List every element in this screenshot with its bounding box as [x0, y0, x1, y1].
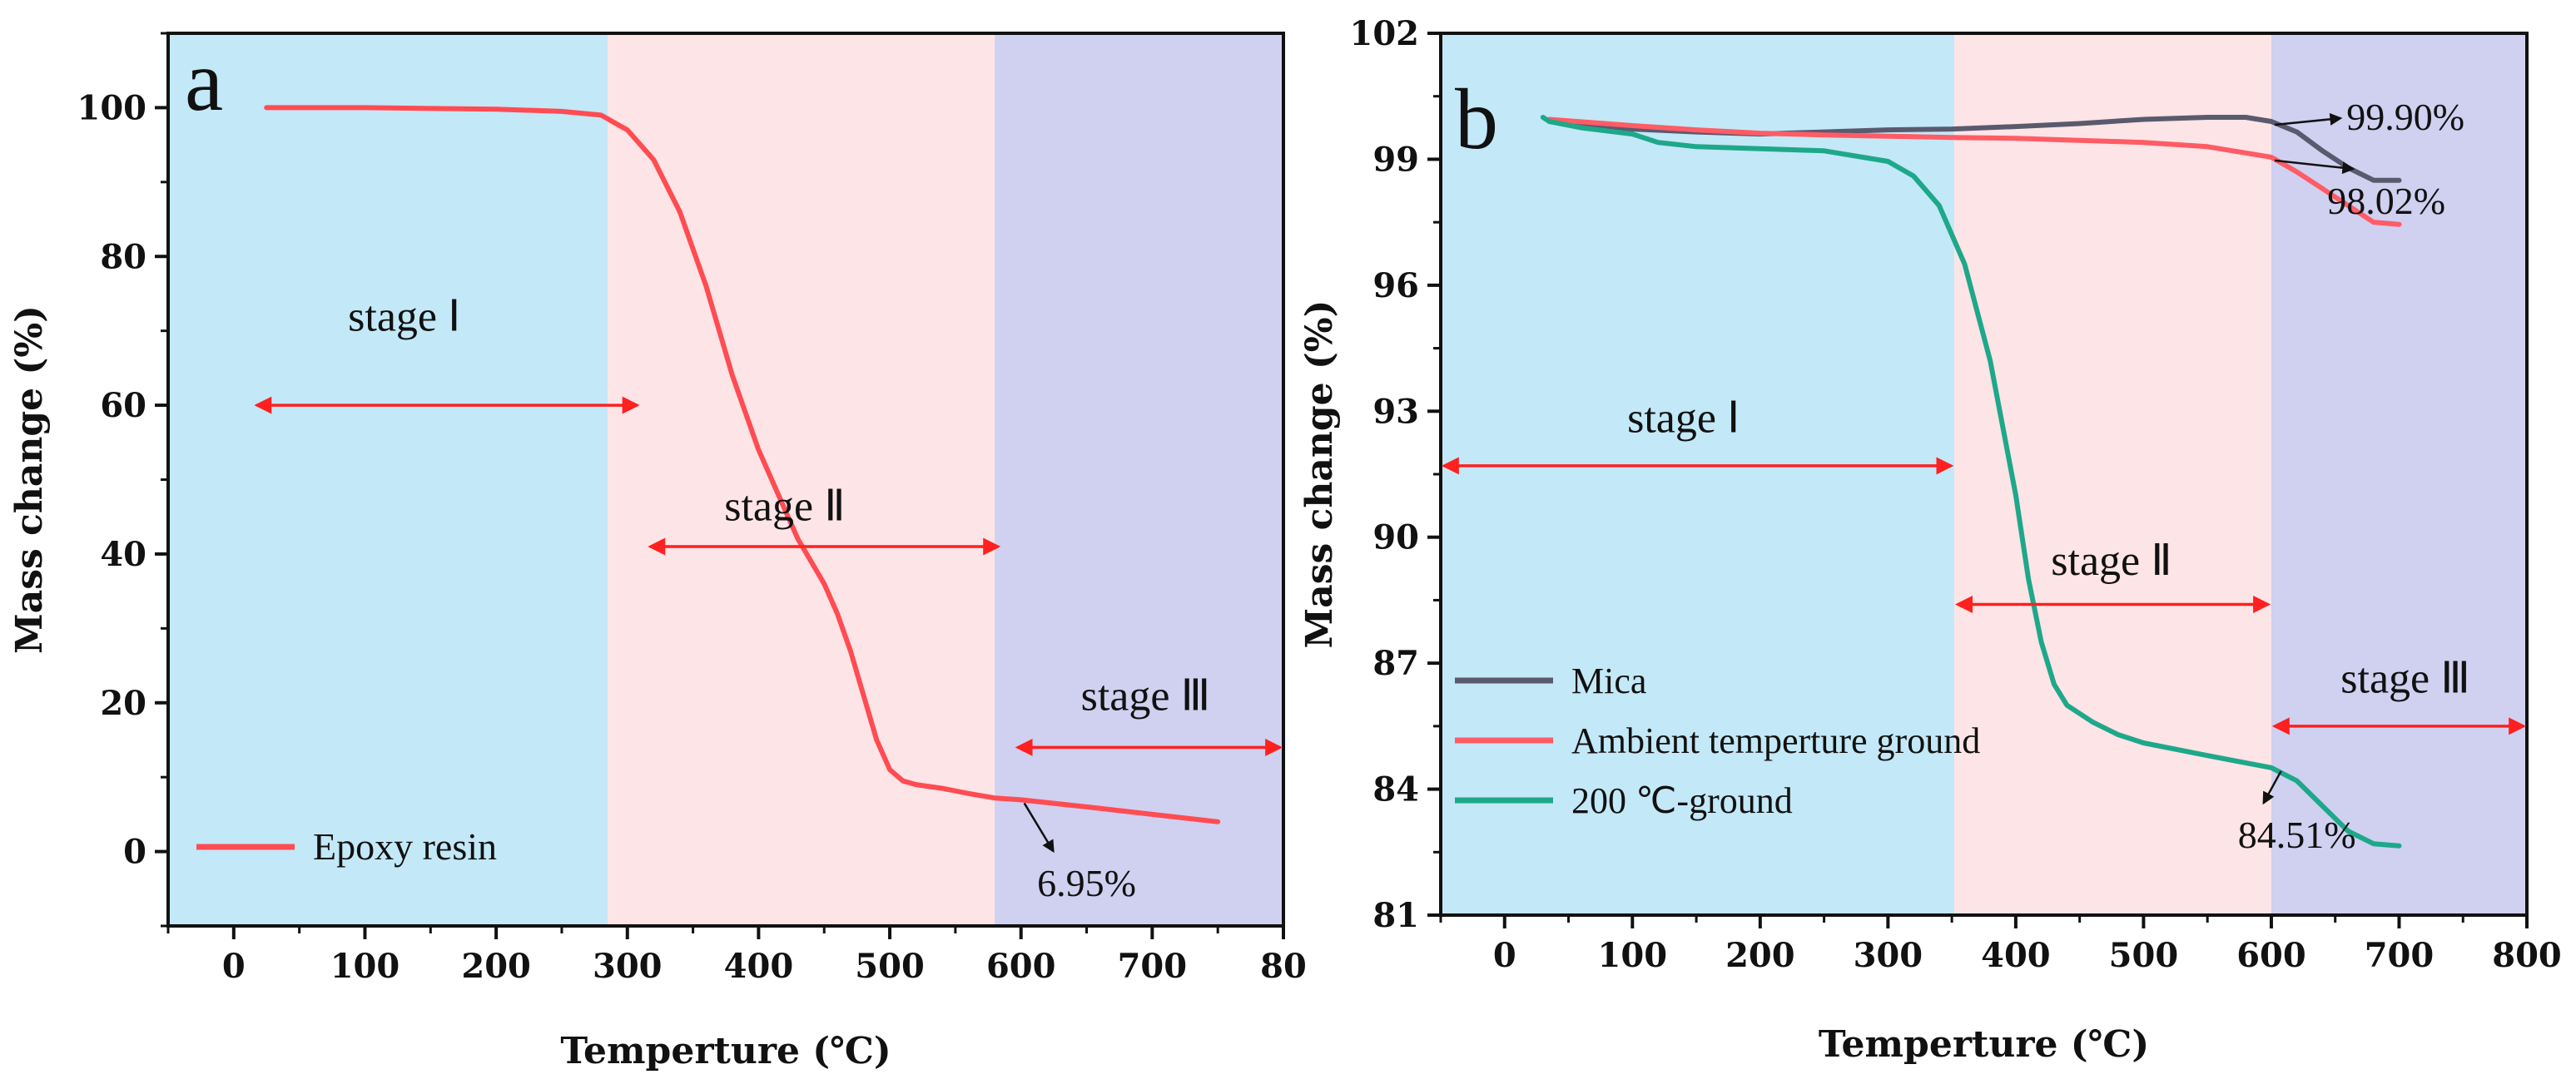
stage-label: stage Ⅱ: [724, 483, 845, 531]
annotation-label: 84.51%: [2238, 814, 2356, 856]
y-tick-label: 60: [100, 386, 146, 425]
x-tick-label: 700: [2365, 936, 2435, 975]
region-stage-3: [2271, 33, 2527, 915]
legend-label: Mica: [1571, 661, 1646, 701]
y-tick-label: 80: [100, 237, 146, 276]
x-tick-label: 100: [1598, 936, 1668, 975]
x-tick-label: 500: [2109, 936, 2179, 975]
y-tick-label: 0: [123, 833, 146, 872]
y-tick-label: 93: [1372, 392, 1419, 431]
annotation-label: 98.02%: [2327, 180, 2445, 222]
x-tick-label: 400: [1981, 936, 2051, 975]
annotation-arrow: [2262, 770, 2282, 805]
x-tick-label: 400: [724, 947, 794, 986]
x-tick-label: 100: [330, 947, 400, 986]
region-stage-2: [608, 33, 995, 926]
x-tick-label: 300: [1854, 936, 1923, 975]
y-tick-label: 87: [1372, 644, 1419, 683]
series-line-0: [264, 105, 1221, 824]
panel-letter: b: [1455, 72, 1498, 167]
x-tick-label: 600: [2236, 936, 2306, 975]
region-stage-1: [168, 33, 608, 926]
y-axis-title: Mass change (%): [1298, 300, 1341, 649]
annotation-label: 6.95%: [1037, 862, 1136, 904]
x-tick-label: 80: [1260, 947, 1307, 986]
stage-label: stage Ⅲ: [2340, 655, 2470, 702]
region-stage-2: [1954, 33, 2271, 915]
x-tick-label: 600: [986, 947, 1056, 986]
annotation-label: 99.90%: [2346, 96, 2464, 138]
y-tick-label: 40: [100, 535, 146, 574]
x-tick-label: 200: [461, 947, 531, 986]
stage-label: stage Ⅰ: [348, 294, 460, 341]
y-tick-label: 96: [1372, 266, 1419, 305]
series-line-2: [1540, 115, 2402, 849]
y-tick-label: 99: [1372, 140, 1419, 179]
y-tick-label: 84: [1372, 770, 1419, 809]
y-tick-label: 90: [1372, 518, 1419, 557]
annotation-arrow: [2274, 112, 2343, 126]
region-stage-3: [995, 33, 1283, 926]
x-tick-label: 0: [222, 947, 246, 986]
panel-a: 0 100 200 300 400 500 600 700 80020406080100Temp…: [8, 32, 1307, 1072]
x-tick-label: 500: [855, 947, 925, 986]
y-tick-label: 100: [77, 88, 147, 127]
y-tick-label: 20: [100, 684, 146, 723]
x-tick-label: 200: [1725, 936, 1795, 975]
x-tick-label: 800: [2492, 936, 2562, 975]
y-axis-title: Mass change (%): [8, 305, 51, 654]
series-line-1: [1546, 116, 2402, 227]
stage-label: stage Ⅰ: [1627, 395, 1740, 443]
x-tick-label: 700: [1118, 947, 1188, 986]
y-tick-label: 102: [1350, 14, 1420, 53]
x-tick-label: 300: [593, 947, 663, 986]
stage-label: stage Ⅲ: [1081, 673, 1211, 720]
annotation-arrow: [1023, 802, 1055, 854]
x-axis-title: Temperture (℃): [560, 1030, 891, 1072]
annotation-arrow: [2274, 159, 2355, 175]
y-tick-label: 81: [1372, 896, 1419, 935]
x-axis-title: Temperture (℃): [1819, 1023, 2149, 1066]
legend-label: 200 ℃-ground: [1571, 780, 1793, 821]
legend-label: Ambient temperture ground: [1571, 720, 1980, 761]
panel-letter: a: [185, 33, 223, 129]
panel-b: 0 100 200 300 400 500 600 700 800 81 84 87 90 93 96 99 1…: [1298, 14, 2562, 1066]
stage-label: stage Ⅱ: [2051, 537, 2171, 585]
x-tick-label: 0: [1493, 936, 1516, 975]
legend-label: Epoxy resin: [313, 825, 497, 868]
